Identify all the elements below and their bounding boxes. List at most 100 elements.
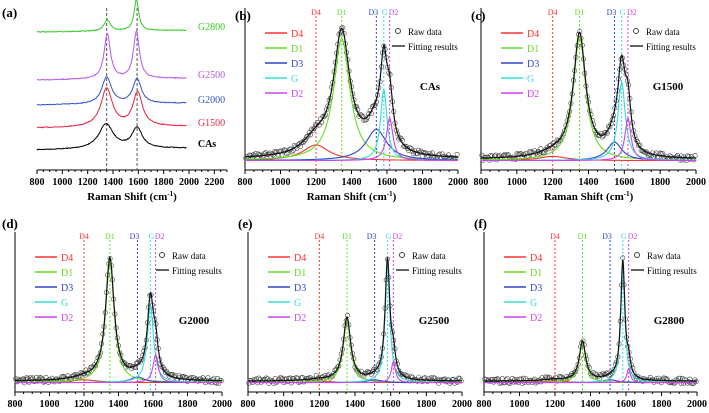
raw-data-point [296,141,302,147]
x-tick-label: 1800 [416,399,436,410]
raw-data-point [262,376,268,382]
raw-data-point [314,122,320,128]
raw-data-point [603,129,609,135]
component-top-label: G [620,8,626,17]
raw-data-point [177,374,183,380]
panel-label: (f) [474,216,487,231]
legend-label: G [61,298,68,309]
x-tick-label: 2200 [204,177,224,188]
component-top-label: D3 [130,232,140,241]
x-tick-label: 1400 [581,399,601,410]
component-top-label: D1 [105,232,115,241]
x-tick-label: 1200 [543,177,563,188]
panel-label: (d) [2,216,18,231]
fitting-curve [484,259,697,382]
x-tick-label: 1400 [342,177,362,188]
raw-data-point [163,370,169,376]
component-curve-D2 [248,360,462,384]
legend-label: G [291,74,298,85]
legend-label: G [294,298,301,309]
raw-data-point [504,376,510,382]
component-top-label: G [382,8,388,17]
sample-label: G2000 [179,315,210,327]
x-tick-label: 1000 [52,177,72,188]
raw-data-point [23,376,29,382]
legend-fit-label: Fitting results [412,266,462,276]
legend-fit-label: Fitting results [172,266,222,276]
legend-raw-marker [395,28,401,34]
legend-raw-marker [633,28,639,34]
component-top-label: D2 [155,232,165,241]
component-top-label: D2 [628,232,638,241]
x-tick-label: 2000 [686,177,706,188]
x-tick-label: 1400 [579,177,599,188]
raw-data-point [489,153,495,159]
component-top-label: D4 [79,232,89,241]
legend-label: D1 [530,268,542,279]
raw-data-point [257,377,263,383]
raw-data-point [414,151,420,157]
raw-data-point [577,29,583,35]
x-tick-label: 800 [30,177,45,188]
raw-data-point [494,376,500,382]
panel-label: (b) [235,8,251,23]
legend-label: D3 [61,283,73,294]
x-tick-label: 2000 [179,177,199,188]
component-top-label: D3 [607,8,617,17]
raw-data-point [248,153,254,159]
raw-data-point [512,376,518,382]
legend-label: D1 [291,44,303,55]
spectrum-line-CAs [36,123,187,151]
legend-raw-label: Raw data [412,251,446,261]
legend-raw-label: Raw data [408,27,442,37]
raw-data-point [416,374,422,380]
component-curve-D1 [245,37,458,161]
component-top-label: D4 [311,8,321,17]
raw-data-point [198,376,204,382]
raw-data-point [667,153,673,159]
x-tick-label: 1400 [103,177,123,188]
x-tick-label: 2000 [448,177,468,188]
legend-label: D4 [291,29,303,40]
component-top-label: D2 [389,8,399,17]
x-tick-label: 1200 [545,399,565,410]
x-tick-label: 1400 [345,399,365,410]
component-top-label: D1 [342,232,352,241]
fitting-curve [248,257,462,382]
raw-data-point [303,137,309,143]
raw-data-point [49,375,55,381]
legend-label: D3 [294,283,306,294]
spectrum-line-G2800 [36,0,187,33]
series-label: G2800 [198,22,225,33]
raw-data-point [137,359,143,365]
sample-label: G1500 [653,81,684,93]
legend-fit-label: Fitting results [408,42,458,52]
raw-data-point [256,375,262,381]
x-tick-label: 2000 [452,399,472,410]
legend-raw-marker [399,252,405,258]
x-tick-label: 1200 [74,399,94,410]
legend-raw-label: Raw data [647,251,681,261]
panel-label: (a) [2,5,17,20]
raw-data-point [130,363,136,369]
component-top-label: D4 [550,232,560,241]
component-top-label: D4 [314,232,324,241]
raw-data-point [489,376,495,382]
component-top-label: D1 [578,232,588,241]
spectrum-line-G2000 [36,76,187,106]
raw-data-point [373,366,379,372]
x-tick-label: 1200 [78,177,98,188]
x-tick-label: 1600 [377,177,397,188]
legend-label: D4 [294,253,306,264]
x-tick-label: 1600 [614,177,634,188]
raw-data-point [369,369,375,375]
raw-data-point [490,156,496,162]
legend-raw-marker [634,252,640,258]
x-tick-label: 1000 [510,399,530,410]
legend-fit-label: Fitting results [646,42,696,52]
raw-data-point [508,379,514,385]
legend-label: D1 [527,44,539,55]
raw-data-point [365,114,371,120]
